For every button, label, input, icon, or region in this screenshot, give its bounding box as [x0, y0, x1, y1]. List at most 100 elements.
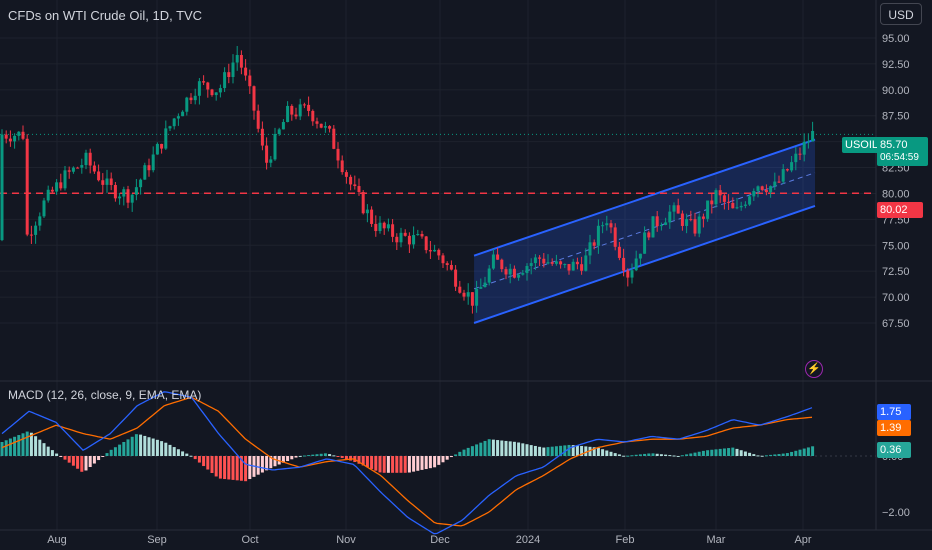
currency-button[interactable]: USD	[880, 3, 922, 25]
macd-histogram-bar	[479, 442, 483, 456]
candle-body	[412, 235, 416, 245]
candle-body	[378, 222, 382, 232]
macd-histogram-bar	[210, 456, 214, 473]
macd-histogram-bar	[395, 456, 399, 473]
candle-body	[437, 249, 441, 256]
candle-body	[185, 97, 189, 112]
time-tick-label: Apr	[794, 534, 811, 546]
candle-body	[34, 225, 38, 235]
candle-body	[811, 130, 815, 142]
candle-body	[769, 186, 773, 193]
candle-body	[554, 261, 558, 264]
candle-body	[550, 262, 554, 264]
macd-histogram-bar	[29, 432, 33, 456]
macd-histogram-bar	[685, 454, 689, 456]
price-tick-label: 67.50	[882, 318, 910, 330]
candle-body	[533, 257, 537, 264]
macd-histogram-bar	[647, 453, 651, 456]
macd-histogram-bar	[567, 444, 571, 456]
candle-body	[680, 213, 684, 226]
candle-body	[496, 254, 500, 260]
candle-body	[101, 180, 105, 185]
macd-signal-line	[1, 396, 813, 527]
candle-body	[756, 186, 760, 191]
candle-body	[13, 135, 17, 142]
candle-body	[613, 227, 617, 247]
macd-histogram-bar	[311, 454, 315, 456]
candle-body	[785, 169, 789, 171]
macd-histogram-bar	[424, 456, 428, 470]
last-price-symbol-tag: USOIL	[842, 137, 882, 153]
candle-body	[4, 134, 8, 139]
macd-histogram-bar	[139, 434, 143, 456]
macd-histogram-bar	[794, 450, 798, 456]
macd-histogram-bar	[181, 451, 185, 456]
macd-histogram-bar	[680, 455, 684, 457]
macd-histogram-bar	[218, 456, 222, 479]
candle-body	[260, 128, 264, 146]
macd-histogram-bar	[559, 445, 563, 456]
candle-body	[395, 236, 399, 243]
macd-histogram-bar	[231, 456, 235, 480]
candle-body	[794, 153, 798, 163]
candle-body	[445, 263, 449, 265]
macd-histogram-bar	[357, 456, 361, 464]
macd-histogram-bar	[147, 437, 151, 456]
candle-body	[151, 154, 155, 171]
macd-indicator-label[interactable]: MACD (12, 26, close, 9, EMA, EMA)	[8, 388, 202, 402]
macd-histogram-bar	[130, 436, 134, 456]
candle-body	[529, 263, 533, 266]
candle-body	[647, 232, 651, 238]
candle-body	[521, 273, 525, 275]
macd-histogram-bar	[420, 456, 424, 470]
candle-body	[172, 118, 176, 127]
macd-histogram-bar	[811, 446, 815, 456]
price-tick-label: 87.50	[882, 111, 910, 123]
macd-histogram-bar	[651, 453, 655, 456]
macd-histogram-bar	[798, 449, 802, 456]
candle-body	[349, 176, 353, 185]
macd-histogram-bar	[214, 456, 218, 477]
candle-body	[46, 189, 50, 201]
candle-body	[235, 55, 239, 63]
macd-histogram-bar	[412, 456, 416, 472]
candle-body	[764, 189, 768, 193]
candle-body	[559, 261, 563, 265]
macd-histogram-bar	[722, 448, 726, 456]
time-tick-label: Sep	[147, 534, 167, 546]
candle-body	[155, 143, 159, 155]
candle-body	[718, 190, 722, 196]
candle-body	[743, 204, 747, 206]
macd-histogram-bar	[596, 447, 600, 456]
candle-body	[760, 186, 764, 190]
macd-histogram-bar	[260, 456, 264, 473]
candle-body	[168, 126, 172, 129]
macd-histogram-bar	[743, 451, 747, 456]
macd-histogram-bar	[407, 456, 411, 473]
candle-body	[319, 123, 323, 128]
macd-histogram-bar	[189, 455, 193, 457]
macd-histogram-bar	[538, 446, 542, 456]
candle-body	[798, 153, 802, 155]
candle-body	[659, 224, 663, 227]
macd-histogram-bar	[613, 453, 617, 456]
macd-histogram-bar	[315, 454, 319, 456]
macd-histogram-bar	[265, 456, 269, 471]
candle-body	[139, 179, 143, 188]
macd-tick-label: −2.00	[882, 507, 910, 519]
candle-body	[84, 152, 88, 166]
macd-histogram-bar	[491, 439, 495, 456]
macd-histogram-bar	[67, 456, 71, 463]
macd-histogram-bar	[328, 454, 332, 456]
macd-histogram-bar	[563, 445, 567, 456]
candle-body	[160, 143, 164, 149]
candle-body	[340, 160, 344, 173]
lightning-icon[interactable]: ⚡	[805, 360, 823, 378]
candle-body	[277, 129, 281, 135]
macd-histogram-bar	[449, 456, 453, 458]
channel-lower-line	[473, 204, 816, 324]
macd-histogram-bar	[269, 456, 273, 469]
macd-histogram-bar	[235, 456, 239, 481]
macd-histogram-bar	[361, 456, 365, 466]
